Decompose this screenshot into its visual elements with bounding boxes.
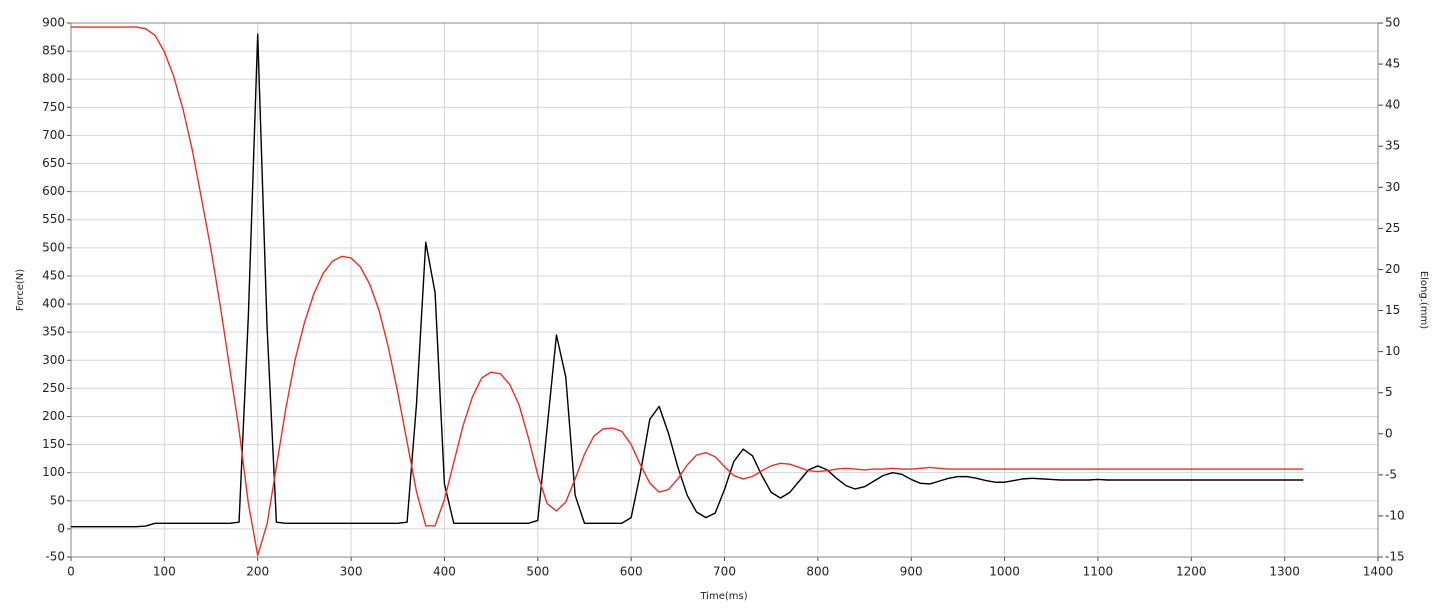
y2-tick-label: 15 bbox=[1385, 303, 1400, 317]
y-tick-label: 150 bbox=[42, 437, 65, 451]
y2-tick-label: 35 bbox=[1385, 139, 1400, 153]
y2-tick-label: 30 bbox=[1385, 180, 1400, 194]
y-tick-label: 400 bbox=[42, 297, 65, 311]
y-tick-label: 0 bbox=[57, 521, 65, 535]
y2-tick-label: 20 bbox=[1385, 262, 1400, 276]
x-tick-label: 1200 bbox=[1176, 565, 1207, 579]
y-tick-label: 500 bbox=[42, 240, 65, 254]
y-tick-label: 250 bbox=[42, 381, 65, 395]
y2-tick-label: -5 bbox=[1385, 467, 1397, 481]
y-tick-label: -50 bbox=[45, 550, 65, 564]
y2-tick-label: 5 bbox=[1385, 385, 1393, 399]
x-tick-label: 1000 bbox=[989, 565, 1020, 579]
x-tick-label: 100 bbox=[153, 565, 176, 579]
y-tick-label: 450 bbox=[42, 268, 65, 282]
x-tick-label: 1300 bbox=[1269, 565, 1300, 579]
x-tick-label: 300 bbox=[340, 565, 363, 579]
x-tick-label: 500 bbox=[526, 565, 549, 579]
y2-tick-label: 10 bbox=[1385, 344, 1400, 358]
x-tick-label: 700 bbox=[713, 565, 736, 579]
x-tick-label: 0 bbox=[67, 565, 75, 579]
y-tick-label: 100 bbox=[42, 465, 65, 479]
x-tick-label: 400 bbox=[433, 565, 456, 579]
y-tick-label: 550 bbox=[42, 212, 65, 226]
y2-tick-label: 25 bbox=[1385, 221, 1400, 235]
data-line bbox=[71, 26, 1304, 557]
y2-tick-label: -10 bbox=[1385, 508, 1405, 522]
y2-tick-label: -15 bbox=[1385, 550, 1405, 564]
y-tick-label: 900 bbox=[42, 16, 65, 30]
y2-axis-label: Elong.(mm) bbox=[1418, 271, 1429, 329]
y-tick-label: 200 bbox=[42, 409, 65, 423]
y-tick-label: 700 bbox=[42, 128, 65, 142]
x-tick-label: 800 bbox=[806, 565, 829, 579]
y-axis-label: Force(N) bbox=[15, 269, 26, 311]
x-tick-label: 1100 bbox=[1083, 565, 1114, 579]
y-tick-label: 600 bbox=[42, 184, 65, 198]
y-tick-label: 850 bbox=[42, 44, 65, 58]
y2-tick-label: 50 bbox=[1385, 16, 1400, 30]
y2-tick-label: 0 bbox=[1385, 426, 1393, 440]
y2-tick-label: 40 bbox=[1385, 98, 1400, 112]
x-tick-label: 900 bbox=[900, 565, 923, 579]
x-axis-label: Time(ms) bbox=[699, 591, 747, 602]
y-tick-label: 650 bbox=[42, 156, 65, 170]
x-tick-label: 600 bbox=[620, 565, 643, 579]
data-line bbox=[71, 33, 1304, 528]
plot-border bbox=[70, 22, 1379, 558]
y-tick-label: 50 bbox=[50, 493, 65, 507]
x-tick-label: 200 bbox=[246, 565, 269, 579]
y-tick-label: 800 bbox=[42, 72, 65, 86]
y2-tick-label: 45 bbox=[1385, 57, 1400, 71]
y-tick-label: 350 bbox=[42, 325, 65, 339]
x-tick-label: 1400 bbox=[1363, 565, 1394, 579]
y-tick-label: 300 bbox=[42, 353, 65, 367]
y-tick-label: 750 bbox=[42, 100, 65, 114]
